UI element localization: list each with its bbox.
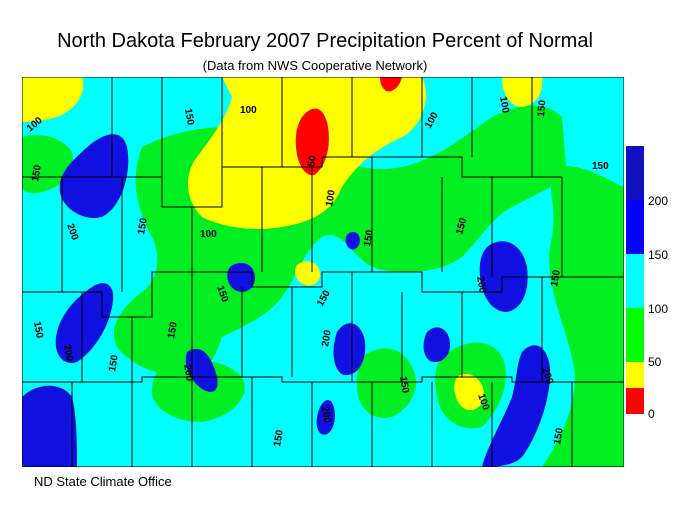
contour-label: 150 — [552, 427, 566, 446]
legend-label-150: 150 — [648, 248, 669, 262]
region-green-south — [152, 360, 245, 422]
contour-label: 150 — [362, 229, 376, 248]
region-blue-central — [333, 323, 366, 376]
contour-label: 150 — [454, 216, 469, 235]
contour-label: 150 — [549, 269, 563, 288]
legend-label-50: 50 — [648, 355, 662, 369]
contour-label: 50 — [306, 154, 319, 167]
region-blue-ring — [227, 262, 255, 292]
legend-swatch-cyan — [626, 254, 644, 308]
region-green-west — [22, 135, 73, 194]
legend-swatch-yellow — [626, 362, 644, 388]
contour-label: 150 — [397, 376, 411, 395]
region-blue-northwest — [59, 134, 129, 218]
region-blue-central-west — [185, 348, 218, 392]
contour-label: 100 — [497, 96, 511, 115]
county-boundaries — [22, 77, 624, 467]
legend-swatch-blue — [626, 200, 644, 254]
contour-label: 150 — [272, 429, 286, 448]
region-yellow-southeast — [454, 373, 485, 411]
contour-label: 200 — [319, 406, 333, 425]
region-blue-south-central — [316, 400, 335, 435]
region-blue-southwest — [22, 385, 77, 467]
contour-label: 150 — [182, 108, 196, 127]
contour-label: 200 — [61, 344, 75, 363]
contour-label: 100 — [240, 105, 257, 116]
region-blue-east-central — [423, 327, 450, 363]
region-yellow-small-central — [295, 261, 320, 286]
contour-label: 150 — [30, 164, 44, 183]
contour-label: 150 — [136, 217, 150, 236]
region-red-north — [295, 108, 329, 176]
region-red-top — [380, 77, 402, 92]
contour-label: 100 — [200, 229, 217, 240]
legend-swatch-top — [626, 146, 644, 200]
map-subtitle: (Data from NWS Cooperative Network) — [202, 58, 428, 73]
legend-swatch-red — [626, 388, 644, 414]
region-blue-small-north — [345, 231, 360, 250]
contour-label: 150 — [592, 161, 609, 172]
legend-label-100: 100 — [648, 302, 669, 316]
contour-label: 200 — [181, 364, 195, 383]
contour-label: 150 — [107, 354, 121, 373]
map-title: North Dakota February 2007 Precipitation… — [57, 30, 593, 52]
footer-credit: ND State Climate Office — [34, 474, 172, 489]
legend-colorbar — [626, 146, 644, 414]
legend-swatch-green — [626, 308, 644, 362]
contour-label: 150 — [536, 99, 548, 117]
contour-label: 200 — [320, 329, 334, 348]
region-yellow-northwest — [22, 77, 84, 122]
region-blue-west — [55, 283, 114, 363]
contour-label: 150 — [166, 321, 180, 340]
region-blue-southeast — [482, 345, 551, 467]
contour-label: 100 — [324, 189, 338, 208]
contour-label: 150 — [31, 321, 45, 340]
contour-label: 200 — [474, 276, 488, 295]
precipitation-map: 100 150 100 100 100 150 150 150 200 150 … — [22, 77, 624, 467]
legend-label-200: 200 — [648, 194, 669, 208]
legend-label-0: 0 — [648, 407, 655, 421]
